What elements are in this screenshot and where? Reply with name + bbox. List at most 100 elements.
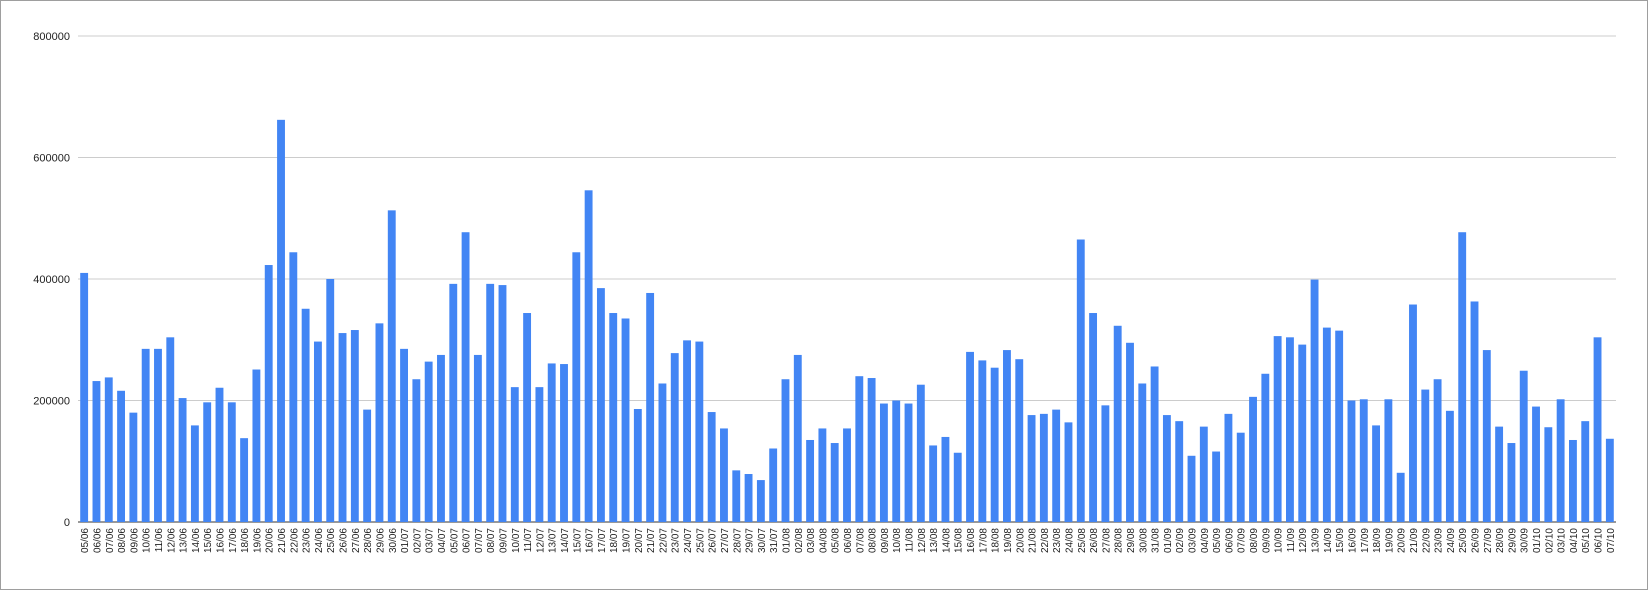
x-tick-label: 13/06 bbox=[179, 528, 190, 553]
x-tick-label: 18/07 bbox=[609, 528, 620, 553]
x-tick-label: 28/09 bbox=[1495, 528, 1506, 553]
bar bbox=[596, 288, 605, 522]
bar bbox=[830, 443, 839, 522]
bar bbox=[203, 402, 212, 522]
x-tick-label: 05/10 bbox=[1581, 528, 1592, 553]
x-tick-label: 07/07 bbox=[474, 528, 485, 553]
x-tick-label: 18/06 bbox=[240, 528, 251, 553]
x-tick-label: 30/08 bbox=[1138, 528, 1149, 553]
x-tick-label: 20/09 bbox=[1397, 528, 1408, 553]
x-tick-label: 25/07 bbox=[695, 528, 706, 553]
x-tick-label: 29/09 bbox=[1507, 528, 1518, 553]
x-tick-label: 08/06 bbox=[117, 528, 128, 553]
x-tick-label: 09/09 bbox=[1261, 528, 1272, 553]
bar bbox=[1396, 472, 1405, 522]
bar bbox=[1593, 337, 1602, 522]
x-tick-label: 16/07 bbox=[585, 528, 596, 553]
x-tick-label: 25/08 bbox=[1077, 528, 1088, 553]
x-tick-label: 21/06 bbox=[277, 528, 288, 553]
bar bbox=[670, 353, 679, 522]
bar bbox=[141, 348, 150, 522]
y-tick-label: 200000 bbox=[33, 396, 70, 408]
bar bbox=[1187, 455, 1196, 522]
x-tick-label: 27/07 bbox=[720, 528, 731, 553]
y-tick-label: 400000 bbox=[33, 274, 70, 286]
x-tick-label: 13/07 bbox=[548, 528, 559, 553]
x-tick-label: 21/09 bbox=[1409, 528, 1420, 553]
bar bbox=[1286, 337, 1294, 522]
x-tick-label: 24/08 bbox=[1064, 528, 1075, 553]
bar bbox=[646, 292, 655, 522]
bar bbox=[1495, 426, 1504, 522]
x-tick-label: 02/08 bbox=[794, 528, 805, 553]
x-tick-label: 14/08 bbox=[941, 528, 952, 553]
bar bbox=[572, 252, 581, 522]
bar bbox=[904, 403, 913, 522]
x-tick-label: 06/07 bbox=[462, 528, 473, 553]
x-tick-label: 14/09 bbox=[1323, 528, 1334, 553]
x-tick-label: 06/10 bbox=[1594, 528, 1605, 553]
x-tick-label: 09/08 bbox=[880, 528, 891, 553]
x-tick-label: 12/07 bbox=[535, 528, 546, 553]
x-tick-label: 20/07 bbox=[634, 528, 645, 553]
x-tick-label: 21/07 bbox=[646, 528, 657, 553]
x-tick-label: 26/07 bbox=[708, 528, 719, 553]
bar bbox=[154, 348, 162, 522]
x-tick-label: 17/08 bbox=[978, 528, 989, 553]
x-tick-label: 06/09 bbox=[1224, 528, 1235, 553]
bar bbox=[756, 480, 765, 522]
bar bbox=[1470, 301, 1479, 522]
x-tick-label: 24/06 bbox=[314, 528, 325, 553]
bar bbox=[1261, 373, 1270, 522]
x-tick-label: 31/08 bbox=[1151, 528, 1162, 553]
x-tick-label: 16/06 bbox=[215, 528, 226, 553]
bar bbox=[498, 285, 507, 522]
bar bbox=[1532, 406, 1540, 522]
x-tick-label: 14/06 bbox=[191, 528, 202, 553]
bar bbox=[1568, 439, 1577, 522]
bar bbox=[1519, 370, 1528, 522]
bar bbox=[215, 387, 224, 522]
x-tick-label: 04/10 bbox=[1569, 528, 1580, 553]
bar bbox=[1482, 350, 1491, 522]
bar bbox=[744, 474, 753, 522]
x-tick-label: 08/08 bbox=[868, 528, 879, 553]
bar bbox=[1310, 279, 1319, 522]
x-tick-label: 24/07 bbox=[683, 528, 694, 553]
bar bbox=[129, 412, 138, 522]
bar bbox=[277, 119, 285, 523]
bar bbox=[400, 348, 408, 522]
bar bbox=[1064, 422, 1073, 522]
bar bbox=[1458, 232, 1467, 522]
x-tick-label: 03/07 bbox=[425, 528, 436, 553]
bar bbox=[818, 428, 827, 522]
bar bbox=[1175, 421, 1184, 522]
x-tick-label: 20/08 bbox=[1015, 528, 1026, 553]
bar bbox=[1249, 396, 1257, 522]
bar bbox=[313, 341, 322, 522]
x-tick-label: 29/07 bbox=[745, 528, 756, 553]
x-tick-label: 23/07 bbox=[671, 528, 682, 553]
x-tick-label: 23/09 bbox=[1434, 528, 1445, 553]
x-tick-label: 19/07 bbox=[622, 528, 633, 553]
x-tick-label: 22/09 bbox=[1421, 528, 1432, 553]
bar bbox=[1556, 399, 1565, 522]
bar bbox=[1507, 443, 1516, 522]
x-tick-label: 31/07 bbox=[769, 528, 780, 553]
x-tick-label: 01/08 bbox=[781, 528, 792, 553]
bar bbox=[1409, 304, 1417, 522]
x-tick-label: 03/10 bbox=[1557, 528, 1568, 553]
bar bbox=[240, 438, 249, 522]
x-tick-label: 02/07 bbox=[412, 528, 423, 553]
bar bbox=[1003, 350, 1011, 522]
bar bbox=[1199, 426, 1208, 522]
bar bbox=[301, 308, 310, 522]
bar bbox=[375, 323, 384, 522]
bar bbox=[1224, 413, 1233, 522]
x-tick-label: 30/06 bbox=[388, 528, 399, 553]
y-tick-label: 600000 bbox=[33, 153, 70, 165]
x-tick-label: 17/06 bbox=[228, 528, 239, 553]
bar bbox=[486, 283, 495, 522]
bar bbox=[843, 428, 851, 522]
